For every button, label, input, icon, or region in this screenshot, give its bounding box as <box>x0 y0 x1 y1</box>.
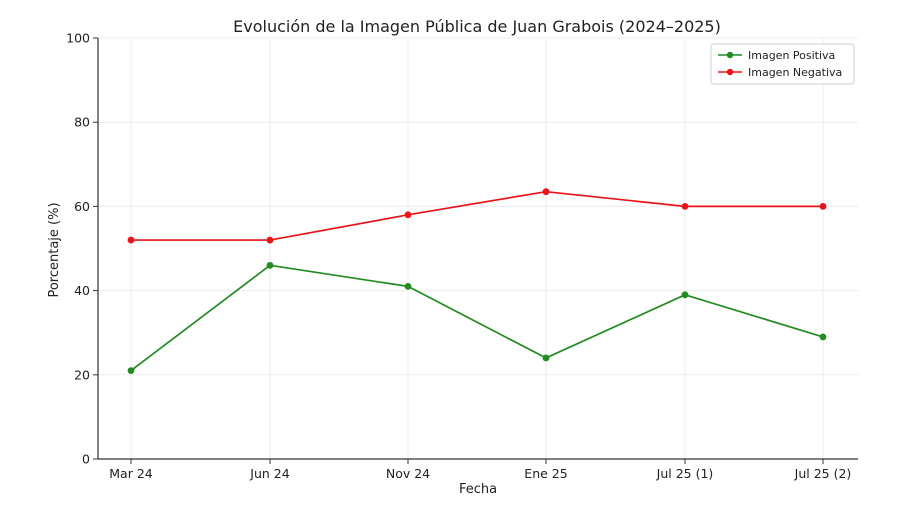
x-tick-label: Jun 24 <box>249 466 289 481</box>
y-tick-label: 40 <box>74 283 90 298</box>
data-point-imagen-negativa <box>819 203 827 210</box>
legend-label-imagen-positiva: Imagen Positiva <box>748 49 835 62</box>
data-point-imagen-positiva <box>819 333 827 341</box>
x-axis-ticks: Mar 24 Jun 24 Nov 24 Ene 25 Jul 25 (1) Jul 25… <box>109 459 851 481</box>
x-tick-label: Nov 24 <box>386 466 430 481</box>
series-line-imagen-negativa <box>131 190 823 241</box>
x-tick-label: Ene 25 <box>524 466 567 481</box>
y-tick-label: 60 <box>74 199 90 214</box>
x-tick-label: Jul 25 (2) <box>794 466 852 481</box>
data-point-imagen-negativa <box>404 211 412 219</box>
data-point-imagen-negativa <box>127 236 135 244</box>
series-layer <box>127 188 827 374</box>
y-axis-label: Porcentaje (%) <box>47 202 62 297</box>
legend: Imagen Positiva Imagen Negativa <box>710 43 855 85</box>
data-point-imagen-negativa <box>681 203 689 210</box>
legend-marker-imagen-positiva <box>726 51 734 59</box>
y-tick-label: 80 <box>74 115 90 130</box>
chart-title: Evolución de la Imagen Pública de Juan G… <box>233 17 721 36</box>
data-point-imagen-positiva <box>404 282 412 290</box>
y-axis-ticks: 0 20 40 60 80 100 <box>66 31 98 467</box>
y-tick-label: 0 <box>82 452 90 467</box>
y-tick-label: 100 <box>66 31 90 46</box>
x-axis-label: Fecha <box>459 482 497 497</box>
data-point-imagen-negativa <box>542 188 550 196</box>
data-point-imagen-positiva <box>266 261 274 269</box>
y-tick-label: 20 <box>74 367 90 382</box>
series-line-imagen-positiva <box>130 264 824 372</box>
data-point-imagen-negativa <box>266 236 274 244</box>
x-tick-label: Jul 25 (1) <box>656 466 714 481</box>
data-point-imagen-positiva <box>542 354 550 362</box>
data-point-imagen-positiva <box>127 367 135 374</box>
x-tick-label: Mar 24 <box>109 466 153 481</box>
legend-label-imagen-negativa: Imagen Negativa <box>748 66 842 79</box>
legend-marker-imagen-negativa <box>726 68 734 76</box>
grid <box>98 37 858 460</box>
legend-box <box>710 43 855 85</box>
data-point-imagen-positiva <box>681 291 689 299</box>
